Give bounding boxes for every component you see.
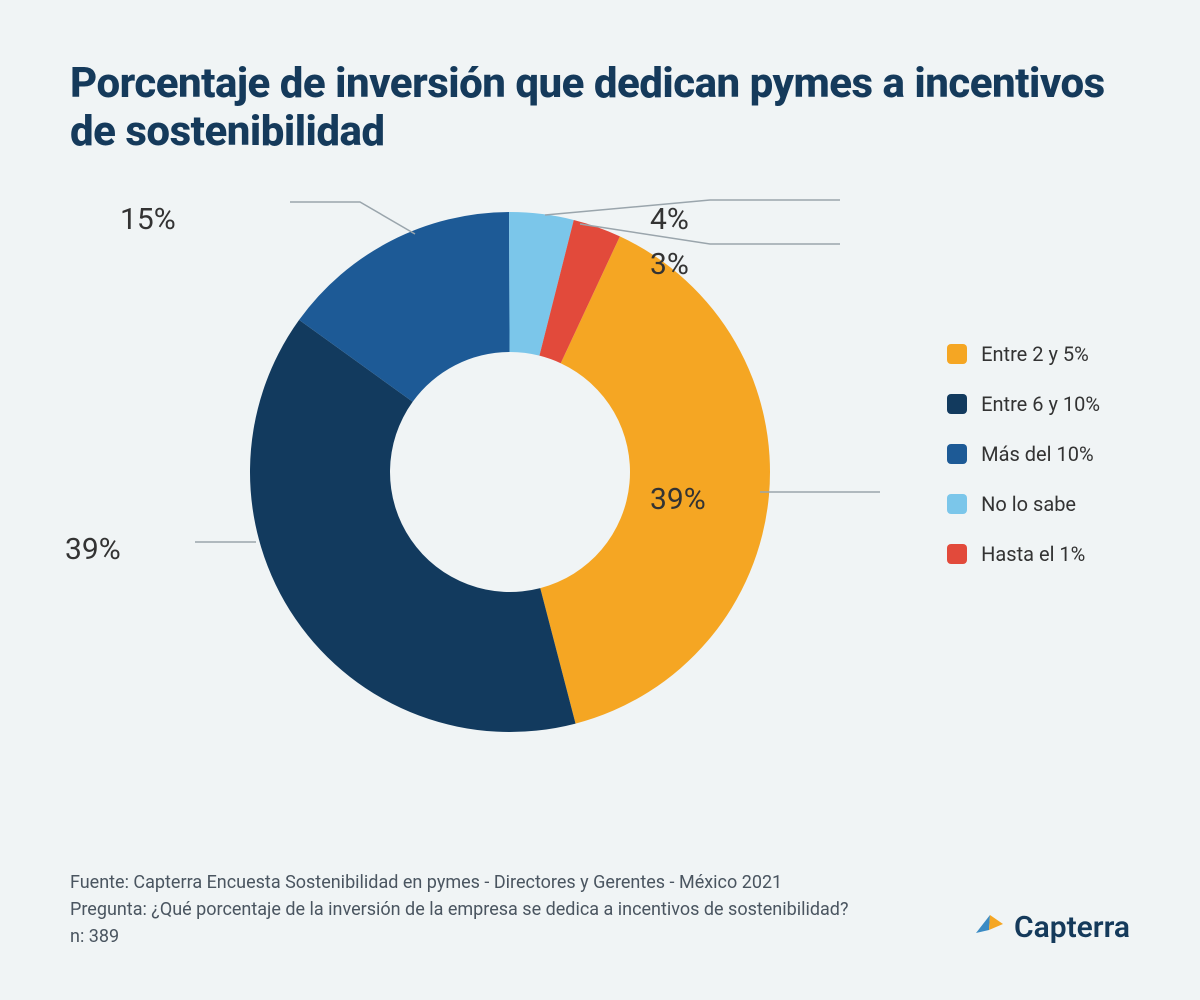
legend-label-2: Más del 10% <box>981 442 1093 466</box>
page-title: Porcentaje de inversión que dedican pyme… <box>70 60 1130 157</box>
legend-label-4: Hasta el 1% <box>981 542 1085 566</box>
footer-line-0: Fuente: Capterra Encuesta Sostenibilidad… <box>70 869 848 896</box>
legend-label-1: Entre 6 y 10% <box>981 392 1100 416</box>
footer-line-1: Pregunta: ¿Qué porcentaje de la inversió… <box>70 896 848 923</box>
chart-area: 39% 39% 15% 4% 3% Entre 2 y 5% Entre 6 y… <box>70 212 1130 832</box>
legend-item-1: Entre 6 y 10% <box>947 392 1100 416</box>
legend-item-2: Más del 10% <box>947 442 1100 466</box>
legend-swatch-2 <box>947 444 967 464</box>
legend-item-4: Hasta el 1% <box>947 542 1100 566</box>
legend-swatch-0 <box>947 344 967 364</box>
legend-item-3: No lo sabe <box>947 492 1100 516</box>
slice-label-0: 39% <box>650 482 706 517</box>
donut-chart <box>160 212 680 732</box>
footer-line-2: n: 389 <box>70 923 848 950</box>
legend-item-0: Entre 2 y 5% <box>947 342 1100 366</box>
legend-label-0: Entre 2 y 5% <box>981 342 1089 366</box>
slice-label-2: 15% <box>120 202 176 237</box>
logo-text: Capterra <box>1014 910 1130 945</box>
logo-arrow-icon <box>972 911 1006 945</box>
chart-container: Porcentaje de inversión que dedican pyme… <box>0 0 1200 1000</box>
legend-swatch-4 <box>947 544 967 564</box>
legend: Entre 2 y 5% Entre 6 y 10% Más del 10% N… <box>947 342 1100 592</box>
footer: Fuente: Capterra Encuesta Sostenibilidad… <box>70 869 848 950</box>
legend-swatch-3 <box>947 494 967 514</box>
leader-line <box>545 200 840 215</box>
slice-label-3: 4% <box>650 202 689 237</box>
brand-logo: Capterra <box>972 910 1130 945</box>
legend-label-3: No lo sabe <box>981 492 1076 516</box>
slice-label-4: 3% <box>650 247 689 282</box>
legend-swatch-1 <box>947 394 967 414</box>
slice-label-1: 39% <box>65 532 121 567</box>
leader-line <box>290 202 415 234</box>
